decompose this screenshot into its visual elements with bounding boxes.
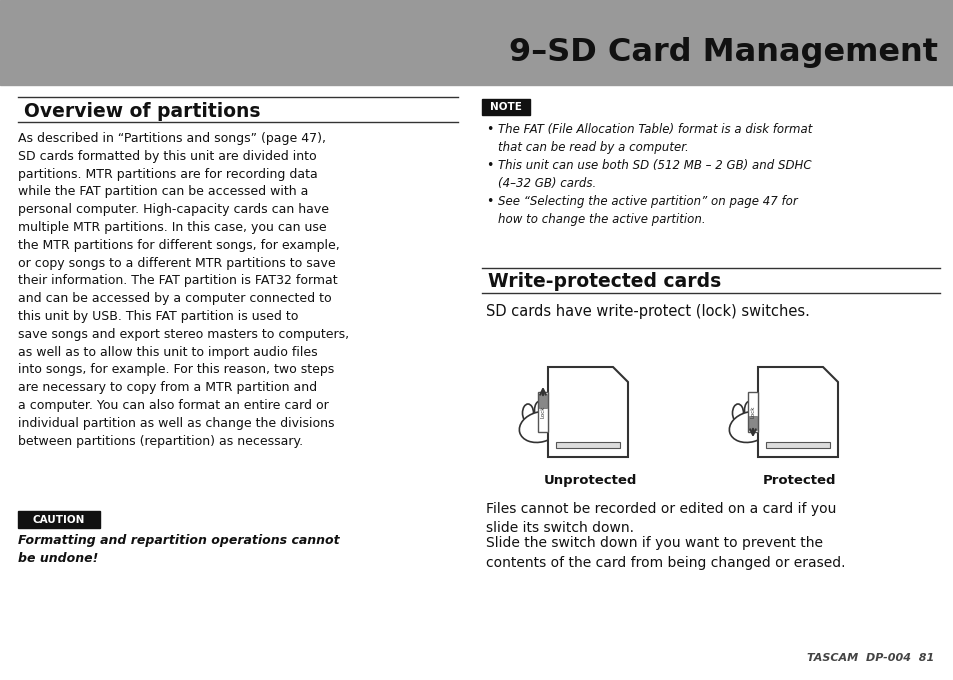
Text: As described in “Partitions and songs” (page 47),
SD cards formatted by this uni: As described in “Partitions and songs” (… <box>18 132 349 447</box>
Polygon shape <box>547 367 627 457</box>
Text: 9–SD Card Management: 9–SD Card Management <box>509 37 937 67</box>
Text: The FAT (File Allocation Table) format is a disk format
that can be read by a co: The FAT (File Allocation Table) format i… <box>497 123 812 154</box>
Text: See “Selecting the active partition” on page 47 for
how to change the active par: See “Selecting the active partition” on … <box>497 195 797 226</box>
Text: Write-protected cards: Write-protected cards <box>488 272 720 291</box>
Ellipse shape <box>546 404 557 422</box>
Text: •: • <box>485 123 493 136</box>
Bar <box>481 99 530 115</box>
Ellipse shape <box>756 404 767 422</box>
Text: NOTE: NOTE <box>490 102 521 112</box>
Bar <box>747 392 758 432</box>
Text: CAUTION: CAUTION <box>32 515 85 525</box>
Text: Slide the switch down if you want to prevent the
contents of the card from being: Slide the switch down if you want to pre… <box>485 536 844 570</box>
Text: Overview of partitions: Overview of partitions <box>24 102 260 121</box>
Text: Formatting and repartition operations cannot
be undone!: Formatting and repartition operations ca… <box>18 534 339 565</box>
Text: Protected: Protected <box>762 474 836 487</box>
Bar <box>18 511 100 528</box>
Ellipse shape <box>729 411 770 443</box>
Ellipse shape <box>760 418 778 432</box>
Bar <box>538 394 546 408</box>
Text: This unit can use both SD (512 MB – 2 GB) and SDHC
(4–32 GB) cards.: This unit can use both SD (512 MB – 2 GB… <box>497 159 811 190</box>
Text: •: • <box>485 195 493 208</box>
Text: Lock: Lock <box>750 406 755 418</box>
Ellipse shape <box>534 401 545 419</box>
Bar <box>0 0 953 85</box>
Polygon shape <box>758 367 837 457</box>
Text: •: • <box>485 159 493 172</box>
Text: Lock: Lock <box>540 406 545 418</box>
Ellipse shape <box>522 404 533 422</box>
Ellipse shape <box>732 404 742 422</box>
Text: TASCAM  DP-004  81: TASCAM DP-004 81 <box>806 653 933 663</box>
Bar <box>765 442 829 448</box>
Text: Files cannot be recorded or edited on a card if you
slide its switch down.: Files cannot be recorded or edited on a … <box>485 502 836 536</box>
Bar <box>537 392 547 432</box>
Ellipse shape <box>743 401 755 419</box>
Bar <box>748 416 757 430</box>
Ellipse shape <box>518 411 560 443</box>
Text: SD cards have write-protect (lock) switches.: SD cards have write-protect (lock) switc… <box>485 304 809 319</box>
Bar <box>556 442 619 448</box>
Ellipse shape <box>551 418 568 432</box>
Text: Unprotected: Unprotected <box>543 474 636 487</box>
